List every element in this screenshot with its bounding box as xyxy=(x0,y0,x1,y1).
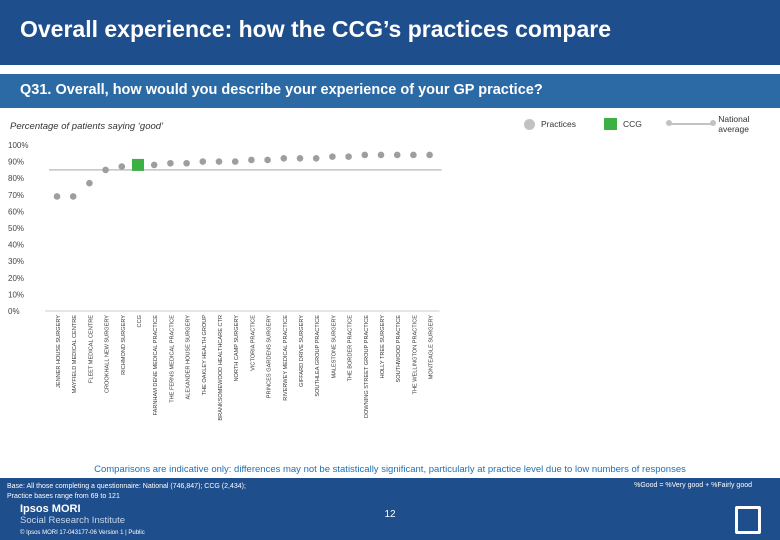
category-label: JENNER HOUSE SURGERY xyxy=(56,315,62,388)
y-tick-label: 40% xyxy=(8,241,24,250)
practice-point xyxy=(280,154,288,162)
practice-point xyxy=(69,193,77,200)
legend-square-icon xyxy=(604,118,617,130)
practice-point xyxy=(426,151,433,159)
category-label: THE FERNS MEDICAL PRACTICE xyxy=(169,315,175,403)
legend-practices-label: Practices xyxy=(541,119,576,129)
legend-national: National average xyxy=(665,114,780,134)
practice-point xyxy=(410,151,417,159)
disclaimer-note: Comparisons are indicative only: differe… xyxy=(94,464,686,475)
legend-practices: Practices xyxy=(524,117,576,131)
y-tick-label: 100% xyxy=(8,141,28,150)
chart-subtitle: Percentage of patients saying ‘good’ xyxy=(10,121,164,132)
category-label: FLEET MEDICAL CENTRE xyxy=(88,315,94,383)
legend-ccg-label: CCG xyxy=(623,119,642,129)
y-tick-label: 20% xyxy=(8,274,24,283)
practice-point xyxy=(393,151,401,159)
y-tick-label: 80% xyxy=(8,174,24,183)
category-label: CCG xyxy=(137,315,143,327)
practice-point xyxy=(377,151,385,159)
y-tick-label: 50% xyxy=(8,224,24,233)
page-title: Overall experience: how the CCG’s practi… xyxy=(20,16,611,42)
category-label: MALESTONE SURGERY xyxy=(331,315,337,379)
practice-point xyxy=(167,159,174,167)
practice-point xyxy=(150,161,158,169)
category-label: NORTH CAMP SURGERY xyxy=(234,315,240,382)
y-tick-label: 30% xyxy=(8,257,24,266)
practice-point xyxy=(86,179,93,187)
ccg-point xyxy=(132,158,144,171)
category-label: ALEXANDER HOUSE SURGERY xyxy=(186,315,192,400)
chart: 0% 10% 20% 30% 40% 50% 60% 70% 80% 90% 100% JENNER … xyxy=(8,141,442,421)
practice-point xyxy=(329,153,336,160)
practice-point xyxy=(345,153,352,160)
question-text: Q31. Overall, how would you describe you… xyxy=(20,82,543,98)
practice-point xyxy=(248,156,255,164)
legend-dot-icon xyxy=(524,118,535,130)
practice-point xyxy=(118,163,126,170)
category-label: SOUTHLEA GROUP PRACTICE xyxy=(315,315,321,397)
copyright-text: © Ipsos MORI 17-043177-06 Version 1 | Pu… xyxy=(20,530,145,536)
practice-point xyxy=(215,158,223,165)
base-line-2: Practice bases range from 69 to 121 xyxy=(7,493,120,500)
category-label: DOWNING STREET GROUP PRACTICE xyxy=(364,315,370,418)
category-label: RICHMOND SURGERY xyxy=(121,315,127,375)
category-label: THE BORDER PRACTICE xyxy=(348,315,354,382)
question-bar xyxy=(0,74,780,108)
category-label: FARNHAM DENE MEDICAL PRACTICE xyxy=(153,315,159,416)
practice-point xyxy=(183,159,190,167)
page-number: 12 xyxy=(384,509,396,520)
category-label: PRINCES GARDENS SURGERY xyxy=(267,315,273,398)
logo-line-2: Social Research Institute xyxy=(20,515,126,526)
category-label: BRANKSOMEWOOD HEALTHCARE CTR xyxy=(218,315,224,421)
category-label: THE OAKLEY HEALTH GROUP xyxy=(202,315,208,396)
practice-point xyxy=(199,158,207,165)
category-label: RIVERWEY MEDICAL PRACTICE xyxy=(283,315,289,401)
base-line-1: Base: All those completing a questionnai… xyxy=(7,483,246,490)
base-text: Base: All those completing a questionnai… xyxy=(7,482,307,502)
practice-point xyxy=(296,154,304,162)
category-label: GIFFARD DRIVE SURGERY xyxy=(299,315,305,387)
header-bar xyxy=(0,0,780,65)
y-tick-label: 60% xyxy=(8,207,24,216)
practice-point xyxy=(264,156,271,164)
category-label: HOLLY TREE SURGERY xyxy=(380,315,386,379)
legend-national-label: National average xyxy=(718,114,750,134)
practice-point xyxy=(53,193,61,200)
practice-point xyxy=(231,158,239,165)
category-label: VICTORIA PRACTICE xyxy=(250,315,256,371)
category-label: THE WELLINGTON PRACTICE xyxy=(412,315,418,395)
definition-text: %Good = %Very good + %Fairly good xyxy=(634,482,752,489)
y-tick-label: 70% xyxy=(8,191,24,200)
y-tick-label: 90% xyxy=(8,158,24,167)
practice-point xyxy=(312,154,320,162)
practice-point xyxy=(361,151,369,159)
ipsos-logo-icon xyxy=(735,506,761,534)
footer-bar xyxy=(0,478,780,540)
legend-line-icon xyxy=(665,120,717,126)
ipsos-mori-logo: Ipsos MORI Social Research Institute xyxy=(20,503,126,527)
category-label: SOUTHWOOD PRACTICE xyxy=(396,315,402,383)
category-label: MONTEAGLE SURGERY xyxy=(429,315,435,380)
logo-line-1: Ipsos MORI xyxy=(20,503,81,515)
legend-ccg: CCG xyxy=(604,117,642,131)
category-label: CROOKHALL NEW SURGERY xyxy=(105,315,111,393)
category-label: MAYFIELD MEDICAL CENTRE xyxy=(72,315,78,394)
y-tick-label: 0% xyxy=(8,307,20,316)
y-tick-label: 10% xyxy=(8,290,24,299)
practice-point xyxy=(102,166,109,174)
